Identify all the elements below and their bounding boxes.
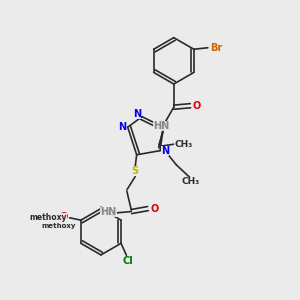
Text: O: O: [150, 204, 159, 214]
Text: N: N: [161, 146, 169, 156]
Text: CH₃: CH₃: [174, 140, 192, 148]
Text: methoxy: methoxy: [29, 213, 67, 222]
Text: methoxy: methoxy: [41, 223, 76, 229]
Text: HN: HN: [153, 121, 169, 131]
Text: CH₃: CH₃: [181, 177, 200, 186]
Text: O: O: [193, 101, 201, 111]
Text: N: N: [133, 109, 141, 119]
Text: O: O: [59, 212, 68, 222]
Text: S: S: [132, 166, 139, 176]
Text: N: N: [118, 122, 126, 131]
Text: Cl: Cl: [122, 256, 133, 266]
Text: HN: HN: [100, 208, 117, 218]
Text: Br: Br: [210, 43, 222, 53]
